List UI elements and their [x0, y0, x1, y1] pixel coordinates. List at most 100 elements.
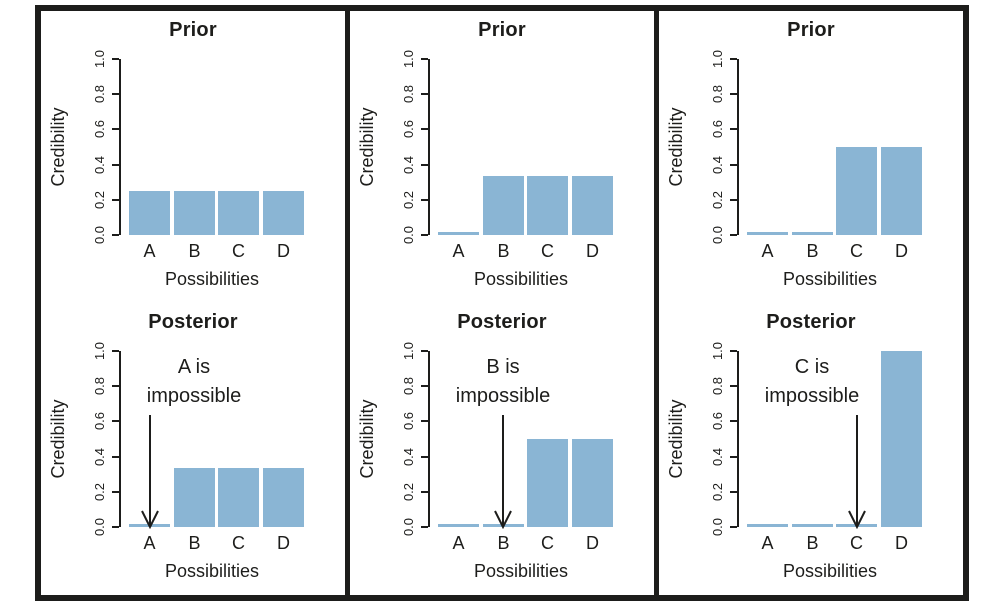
y-tick [730, 420, 737, 423]
y-tick [730, 234, 737, 236]
chart-title: Prior [787, 19, 835, 41]
x-category-label: A [761, 241, 774, 261]
annotation-line-2: impossible [146, 385, 242, 407]
x-category-label: C [541, 241, 554, 261]
y-tick [112, 128, 119, 131]
y-axis-label: Credibility [666, 107, 686, 187]
y-axis-label: Credibility [666, 399, 686, 479]
y-tick [730, 385, 737, 388]
bar-D [263, 468, 304, 527]
bar-D [881, 351, 922, 527]
impossible-annotation: B is impossible [418, 353, 588, 411]
y-tick [112, 234, 119, 236]
down-arrow-icon [493, 415, 513, 530]
y-tick-label: 1.0 [401, 341, 416, 361]
chart-title: Prior [169, 19, 217, 41]
bar-A [438, 232, 479, 235]
plot-area: Credibility 0.0 0.2 0.4 0.6 0.8 1.0 A B C D C is imp… [666, 342, 925, 553]
y-tick [421, 128, 428, 131]
bar-A [747, 232, 788, 235]
y-tick-label: 0.2 [710, 190, 725, 209]
x-axis-label: Possibilities [164, 561, 260, 581]
column-divider [345, 11, 350, 595]
y-tick [112, 420, 119, 423]
y-tick [112, 163, 119, 166]
y-tick-label: 0.0 [401, 225, 416, 245]
y-tick-label: 0.8 [401, 377, 416, 396]
plot-area: Credibility 0.0 0.2 0.4 0.6 0.8 1.0 A B C D A is imp… [48, 342, 307, 553]
chart-title: Prior [478, 19, 526, 41]
column-divider [654, 11, 659, 595]
bar-C [836, 147, 877, 235]
bar-C [527, 176, 568, 235]
y-tick [421, 163, 428, 166]
y-tick-label: 1.0 [92, 49, 107, 69]
y-tick-label: 0.6 [92, 120, 107, 139]
bar-D [572, 439, 613, 527]
bar-A [747, 524, 788, 527]
y-tick [421, 385, 428, 388]
y-tick [421, 420, 428, 423]
plot-area: Credibility 0.0 0.2 0.4 0.6 0.8 1.0 A B C D B is imp… [357, 342, 616, 553]
x-category-label: D [895, 241, 908, 261]
x-axis-label: Possibilities [473, 269, 569, 289]
chart-panel-col1-posterior: Posterior Credibility 0.0 0.2 0.4 0.6 0.8 1.0 A B… [41, 303, 345, 595]
x-category-label: D [895, 533, 908, 553]
annotation-line-1: B is [486, 356, 520, 378]
x-category-label: D [277, 533, 290, 553]
bar-D [263, 191, 304, 235]
chart-title: Posterior [766, 311, 856, 333]
x-category-label: A [143, 533, 156, 553]
x-category-label: C [541, 533, 554, 553]
y-tick [112, 385, 119, 388]
bar-D [572, 176, 613, 235]
y-tick [112, 198, 119, 201]
y-tick-label: 0.0 [710, 517, 725, 537]
bar-C [527, 439, 568, 527]
y-tick-label: 1.0 [401, 49, 416, 69]
y-tick-label: 0.6 [401, 120, 416, 139]
y-tick [421, 58, 428, 60]
y-tick [112, 58, 119, 60]
y-tick-label: 0.8 [92, 85, 107, 104]
y-tick-label: 0.6 [401, 412, 416, 431]
x-category-label: C [232, 533, 245, 553]
column-1: Prior Credibility 0.0 0.2 0.4 0.6 0.8 1.0 A B C D Po… [41, 11, 345, 595]
y-tick-label: 0.2 [710, 482, 725, 501]
y-tick-label: 0.2 [401, 482, 416, 501]
impossible-annotation: A is impossible [109, 353, 279, 411]
y-tick [730, 490, 737, 493]
y-tick-label: 0.4 [401, 447, 416, 466]
y-tick-label: 0.6 [92, 412, 107, 431]
y-tick-label: 1.0 [710, 341, 725, 361]
y-tick-label: 0.2 [401, 190, 416, 209]
figure-frame: Prior Credibility 0.0 0.2 0.4 0.6 0.8 1.0 A B C D Po… [35, 5, 969, 601]
x-category-label: D [586, 533, 599, 553]
x-axis-label: Possibilities [782, 561, 878, 581]
y-tick [730, 198, 737, 201]
y-tick [112, 526, 119, 528]
annotation-line-1: A is [177, 356, 211, 378]
y-tick-label: 0.0 [710, 225, 725, 245]
y-tick-label: 0.4 [92, 155, 107, 174]
y-tick-label: 1.0 [92, 341, 107, 361]
y-tick-label: 0.0 [92, 225, 107, 245]
y-axis-label: Credibility [48, 399, 68, 479]
x-category-label: B [188, 241, 201, 261]
x-axis-label: Possibilities [164, 269, 260, 289]
chart-panel-col3-prior: Prior Credibility 0.0 0.2 0.4 0.6 0.8 1.0 A B C D Po… [659, 11, 963, 303]
y-tick-label: 0.8 [401, 85, 416, 104]
y-tick [421, 350, 428, 352]
x-category-label: B [188, 533, 201, 553]
annotation-line-2: impossible [764, 385, 860, 407]
y-tick [112, 350, 119, 352]
y-tick [730, 526, 737, 528]
bar-B [483, 176, 524, 235]
x-category-label: C [850, 241, 863, 261]
y-tick-label: 0.8 [92, 377, 107, 396]
x-category-label: B [497, 533, 510, 553]
y-axis-label: Credibility [357, 399, 377, 479]
chart-panel-col2-prior: Prior Credibility 0.0 0.2 0.4 0.6 0.8 1.0 A B C D Po… [350, 11, 654, 303]
y-tick-label: 0.0 [92, 517, 107, 537]
y-tick-label: 0.0 [401, 517, 416, 537]
